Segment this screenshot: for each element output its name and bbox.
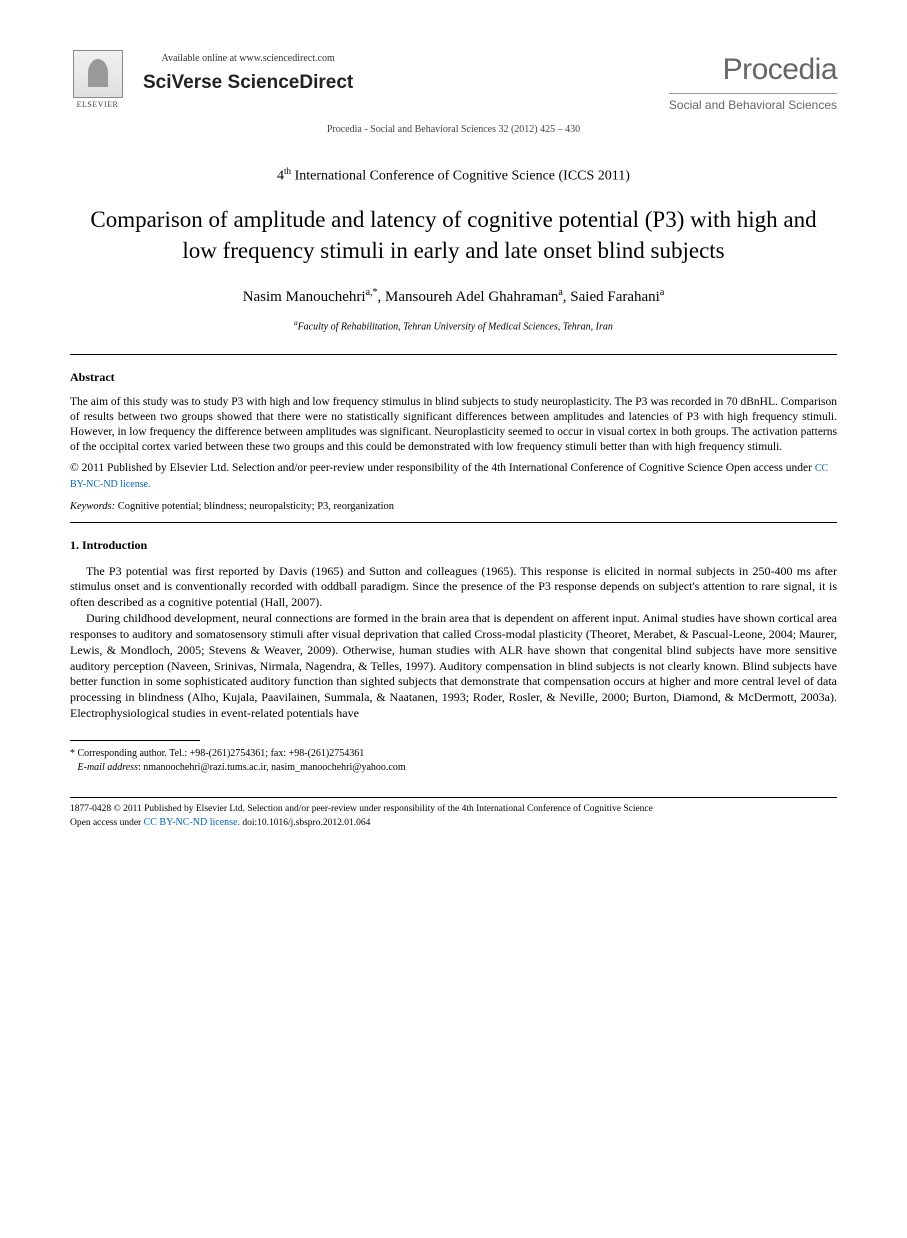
- bottom-rule: [70, 797, 837, 798]
- conf-name: International Conference of Cognitive Sc…: [291, 168, 630, 183]
- email-label: E-mail address: [78, 762, 138, 773]
- corr-author-text: Tel.: +98-(261)2754361; fax: +98-(261)27…: [169, 748, 364, 759]
- footnote-block: * Corresponding author. Tel.: +98-(261)2…: [70, 747, 837, 775]
- affiliation: aFaculty of Rehabilitation, Tehran Unive…: [70, 319, 837, 334]
- conference-line: 4th International Conference of Cognitiv…: [70, 165, 837, 187]
- footer-line1: 1877-0428 © 2011 Published by Elsevier L…: [70, 804, 653, 814]
- footer-doi: doi:10.1016/j.sbspro.2012.01.064: [240, 818, 370, 828]
- sciverse-block: Available online at www.sciencedirect.co…: [143, 50, 353, 95]
- open-access-prefix: Open access under: [723, 462, 815, 474]
- header-left: ELSEVIER Available online at www.science…: [70, 50, 353, 115]
- intro-p2: During childhood development, neural con…: [70, 611, 837, 722]
- procedia-subtitle: Social and Behavioral Sciences: [669, 93, 837, 113]
- affil-text: Faculty of Rehabilitation, Tehran Univer…: [298, 322, 613, 333]
- footer-license-link[interactable]: CC BY-NC-ND license.: [144, 817, 240, 828]
- divider-top: [70, 354, 837, 355]
- divider-bottom: [70, 522, 837, 523]
- corr-author-label: * Corresponding author.: [70, 748, 169, 759]
- keywords-label: Keywords:: [70, 501, 115, 512]
- footnote-rule: [70, 740, 200, 741]
- author-2: , Mansoureh Adel Ghahraman: [378, 289, 559, 305]
- paper-header: ELSEVIER Available online at www.science…: [70, 50, 837, 115]
- intro-heading: 1. Introduction: [70, 537, 837, 553]
- elsevier-tree-icon: [73, 50, 123, 98]
- conf-ordinal-sup: th: [284, 166, 291, 176]
- author-1: Nasim Manouchehri: [243, 289, 366, 305]
- sciverse-name: SciVerse ScienceDirect: [143, 70, 353, 96]
- email-text: : nmanoochehri@razi.tums.ac.ir, nasim_ma…: [138, 762, 406, 773]
- author-1-sup: a,*: [366, 287, 378, 298]
- footer-block: 1877-0428 © 2011 Published by Elsevier L…: [70, 803, 837, 830]
- conf-ordinal: 4: [277, 168, 284, 183]
- abstract-heading: Abstract: [70, 369, 837, 385]
- sciencedirect-name: ScienceDirect: [228, 72, 354, 93]
- citation-line: Procedia - Social and Behavioral Science…: [70, 123, 837, 137]
- abstract-text: The aim of this study was to study P3 wi…: [70, 395, 837, 455]
- paper-title: Comparison of amplitude and latency of c…: [70, 204, 837, 266]
- keywords-line: Keywords: Cognitive potential; blindness…: [70, 500, 837, 514]
- copyright-line: © 2011 Published by Elsevier Ltd. Select…: [70, 462, 723, 474]
- available-online-text: Available online at www.sciencedirect.co…: [143, 52, 353, 66]
- footer-open-prefix: Open access under: [70, 818, 144, 828]
- author-3-sup: a: [660, 287, 664, 298]
- elsevier-logo: ELSEVIER: [70, 50, 125, 115]
- author-3: , Saied Farahani: [563, 289, 660, 305]
- copyright-block: © 2011 Published by Elsevier Ltd. Select…: [70, 461, 837, 492]
- procedia-block: Procedia Social and Behavioral Sciences: [669, 50, 837, 113]
- procedia-name: Procedia: [669, 50, 837, 91]
- intro-p1: The P3 potential was first reported by D…: [70, 564, 837, 611]
- keywords-text: Cognitive potential; blindness; neuropal…: [115, 501, 394, 512]
- authors-line: Nasim Manouchehria,*, Mansoureh Adel Gha…: [70, 286, 837, 307]
- elsevier-label: ELSEVIER: [77, 100, 119, 111]
- sciverse-prefix: SciVerse: [143, 72, 228, 93]
